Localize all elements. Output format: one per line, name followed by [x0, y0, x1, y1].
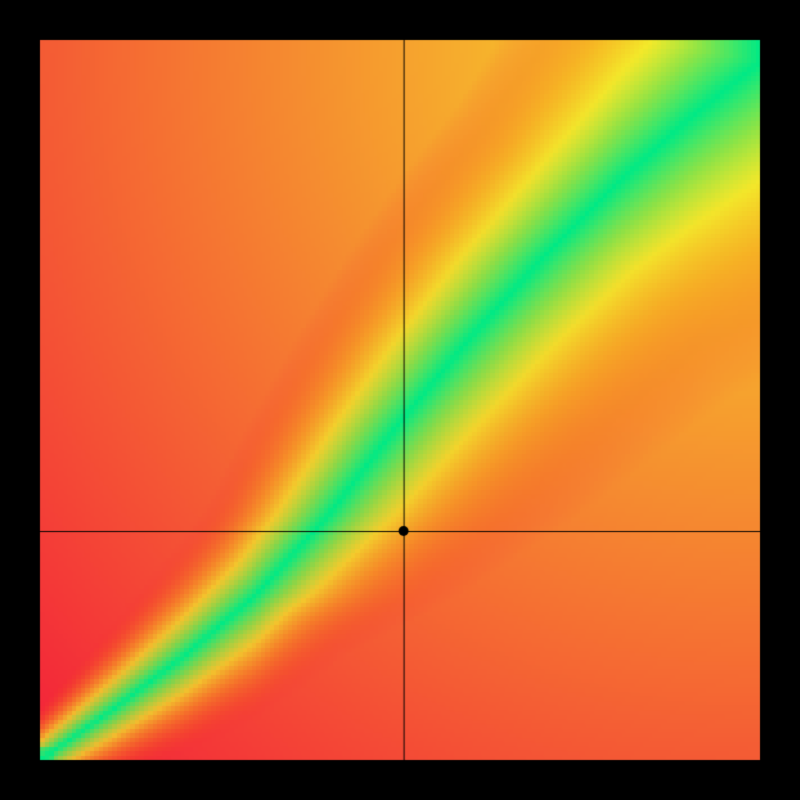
bottleneck-heatmap	[0, 0, 800, 800]
chart-container: TheBottleneck.com	[0, 0, 800, 800]
